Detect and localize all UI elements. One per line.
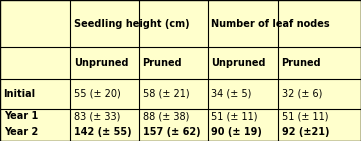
Text: Pruned: Pruned [282,58,321,68]
Text: Seedling height (cm): Seedling height (cm) [74,19,190,29]
Text: Unpruned: Unpruned [74,58,129,68]
Text: 34 (± 5): 34 (± 5) [211,89,252,99]
Text: 142 (± 55): 142 (± 55) [74,127,132,137]
Text: 32 (± 6): 32 (± 6) [282,89,322,99]
Text: 55 (± 20): 55 (± 20) [74,89,121,99]
Text: 157 (± 62): 157 (± 62) [143,127,200,137]
Text: 58 (± 21): 58 (± 21) [143,89,189,99]
Text: Initial: Initial [4,89,36,99]
Text: Year 1: Year 1 [4,111,38,121]
Text: 90 (± 19): 90 (± 19) [211,127,262,137]
Text: 88 (± 38): 88 (± 38) [143,111,189,121]
Text: 92 (±21): 92 (±21) [282,127,329,137]
Text: 51 (± 11): 51 (± 11) [282,111,328,121]
Text: Pruned: Pruned [143,58,182,68]
Text: 83 (± 33): 83 (± 33) [74,111,120,121]
Text: Unpruned: Unpruned [211,58,266,68]
Text: Year 2: Year 2 [4,127,38,137]
Text: 51 (± 11): 51 (± 11) [211,111,258,121]
Text: Number of leaf nodes: Number of leaf nodes [211,19,330,29]
